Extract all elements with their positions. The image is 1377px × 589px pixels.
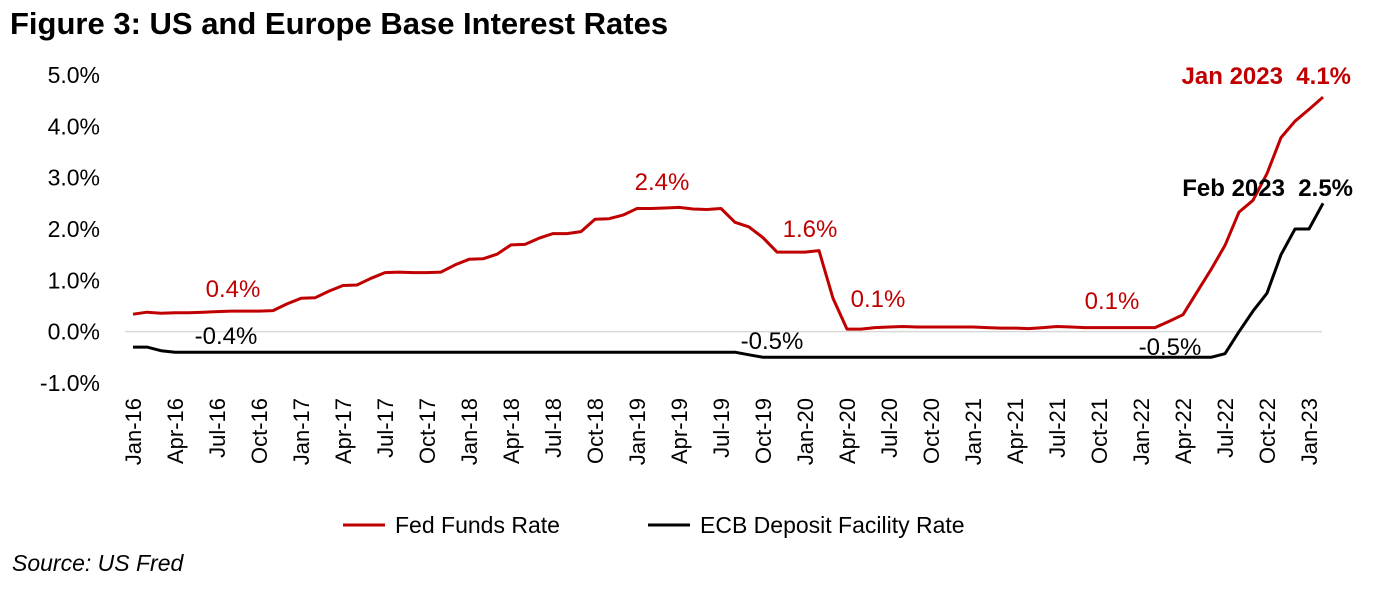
x-tick-label: Jul-17 [373, 398, 398, 458]
data-label: 2.4% [635, 169, 690, 196]
x-tick-label: Jan-16 [121, 398, 146, 465]
x-tick-label: Oct-16 [247, 398, 272, 464]
data-label: -0.5% [741, 328, 804, 355]
x-tick-label: Jul-22 [1213, 398, 1238, 458]
data-label: 0.1% [851, 286, 906, 313]
x-tick-label: Jul-20 [877, 398, 902, 458]
data-label: 0.1% [1085, 288, 1140, 315]
legend-label: Fed Funds Rate [395, 512, 560, 538]
x-tick-label: Oct-19 [751, 398, 776, 464]
x-tick-label: Oct-18 [583, 398, 608, 464]
data-label: 1.6% [783, 216, 838, 243]
x-tick-label: Jul-21 [1045, 398, 1070, 458]
x-tick-label: Jan-21 [961, 398, 986, 465]
x-tick-label: Apr-19 [667, 398, 692, 464]
x-tick-label: Apr-16 [163, 398, 188, 464]
y-tick-label: 3.0% [48, 165, 100, 191]
fed-funds-rate-line [132, 95, 1324, 331]
legend-label: ECB Deposit Facility Rate [700, 512, 965, 538]
x-tick-label: Oct-20 [919, 398, 944, 464]
x-tick-label: Jan-19 [625, 398, 650, 465]
x-tick-label: Oct-22 [1255, 398, 1280, 464]
x-tick-label: Apr-18 [499, 398, 524, 464]
data-label: Jan 2023 4.1% [1182, 63, 1351, 90]
y-tick-label: 5.0% [48, 62, 100, 88]
x-tick-label: Jul-18 [541, 398, 566, 458]
x-tick-label: Apr-22 [1171, 398, 1196, 464]
chart-title: Figure 3: US and Europe Base Interest Ra… [10, 6, 669, 41]
x-tick-label: Apr-20 [835, 398, 860, 464]
x-tick-label: Jan-20 [793, 398, 818, 465]
data-label: 0.4% [206, 276, 261, 303]
x-tick-label: Apr-21 [1003, 398, 1028, 464]
data-label: Feb 2023 2.5% [1182, 175, 1353, 202]
x-tick-label: Jan-22 [1129, 398, 1154, 465]
y-tick-label: -1.0% [40, 370, 100, 396]
x-tick-label: Oct-17 [415, 398, 440, 464]
x-tick-label: Jul-19 [709, 398, 734, 458]
y-tick-label: 0.0% [48, 319, 100, 345]
source-note: Source: US Fred [12, 550, 184, 576]
y-tick-label: 4.0% [48, 113, 100, 139]
data-label: -0.5% [1139, 334, 1202, 361]
x-tick-label: Apr-17 [331, 398, 356, 464]
y-tick-label: 1.0% [48, 267, 100, 293]
data-label: -0.4% [195, 323, 258, 350]
x-tick-label: Jan-18 [457, 398, 482, 465]
ecb-deposit-rate-line [133, 202, 1325, 359]
x-tick-label: Jul-16 [205, 398, 230, 458]
x-tick-label: Oct-21 [1087, 398, 1112, 464]
x-tick-label: Jan-23 [1297, 398, 1322, 465]
y-tick-label: 2.0% [48, 216, 100, 242]
x-tick-label: Jan-17 [289, 398, 314, 465]
